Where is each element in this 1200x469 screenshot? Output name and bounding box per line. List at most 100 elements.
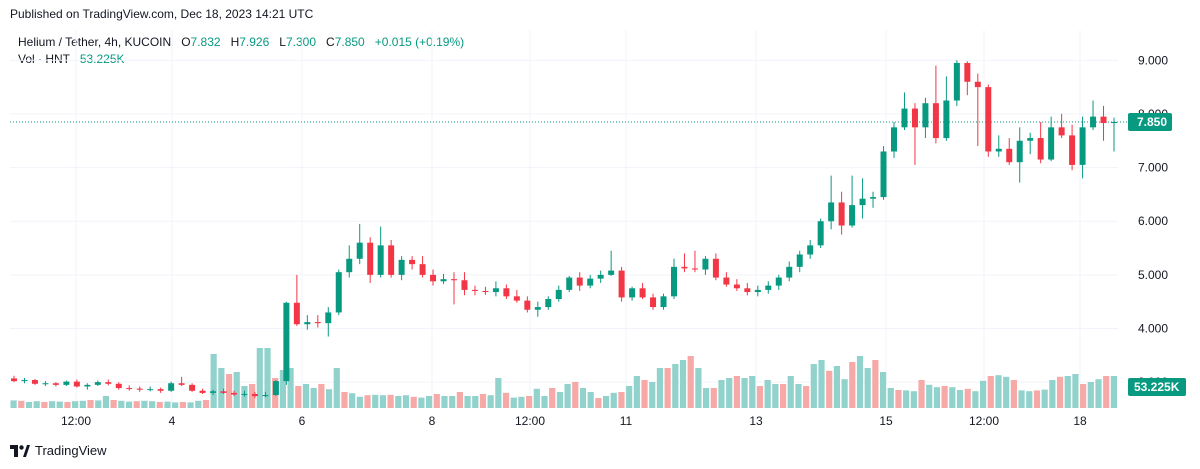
time-tick-label: 12:00 <box>969 414 999 428</box>
volume-bar <box>402 395 410 408</box>
candle <box>293 274 300 326</box>
tradingview-footer[interactable]: TradingView <box>10 443 107 458</box>
volume-bar <box>572 382 579 408</box>
candle-body <box>775 277 782 286</box>
low-value: 7.300 <box>285 35 317 49</box>
volume-bar <box>510 397 517 408</box>
candle-body <box>42 383 49 385</box>
volume-bar <box>579 388 587 408</box>
candle-body <box>964 62 971 82</box>
candle <box>754 285 761 297</box>
candle <box>325 307 332 337</box>
candle <box>524 296 531 313</box>
candle <box>901 92 908 131</box>
candle <box>73 379 80 388</box>
volume-bar <box>710 388 717 408</box>
candle <box>1048 116 1055 162</box>
candle <box>126 385 133 391</box>
candle-body <box>346 258 353 273</box>
volume-bar <box>164 401 171 408</box>
last-price-badge-text: 7.850 <box>1137 115 1167 129</box>
candle <box>262 391 269 398</box>
volume-bar <box>133 401 140 408</box>
candle-body <box>21 380 28 382</box>
volume-bar <box>426 396 433 408</box>
price-tick-label: 5.000 <box>1138 268 1168 282</box>
volume-bar <box>679 360 687 408</box>
candle <box>314 315 321 328</box>
published-caption: Published on TradingView.com, Dec 18, 20… <box>10 7 314 21</box>
candle <box>189 383 196 392</box>
candle <box>838 191 845 235</box>
candle <box>545 296 552 310</box>
volume-bar <box>1003 376 1010 408</box>
open-value: 7.832 <box>190 35 221 49</box>
volume-bar <box>810 364 817 408</box>
close-value: 7.850 <box>334 35 365 49</box>
candle-body <box>953 62 960 101</box>
volume-bar <box>372 394 379 408</box>
volume-bar <box>472 396 479 408</box>
candle-body <box>911 108 918 128</box>
volume-bar <box>156 402 163 408</box>
candle-body <box>251 393 258 397</box>
volume-bar <box>233 372 240 408</box>
candle <box>964 61 971 96</box>
volume-bar <box>687 356 694 408</box>
candle <box>283 301 290 385</box>
candle-body <box>513 296 520 301</box>
candle-body <box>419 264 426 275</box>
volume-bar <box>795 384 802 408</box>
candle-body <box>492 288 499 293</box>
volume-bar <box>118 400 125 408</box>
candle <box>828 175 835 230</box>
volume-bar <box>872 360 879 408</box>
candle <box>419 256 426 278</box>
candle-body <box>304 322 311 325</box>
candle <box>880 146 887 200</box>
candle-body <box>566 277 573 290</box>
candle <box>849 175 856 228</box>
volume-bar <box>695 368 702 408</box>
volume-bar <box>1095 379 1102 408</box>
volume-bar <box>772 384 779 408</box>
candle-body <box>796 254 803 267</box>
last-price-badge: 7.850 <box>1128 112 1172 131</box>
volume-bar <box>302 384 310 408</box>
volume-bar <box>587 392 594 408</box>
volume-bar <box>325 389 333 408</box>
candle-body <box>377 245 384 275</box>
volume-bar <box>349 393 356 408</box>
volume-bar <box>64 402 71 408</box>
candle-body <box>922 103 929 128</box>
candle <box>660 293 667 310</box>
candle-body <box>524 300 531 310</box>
candle-body <box>272 381 279 396</box>
candle-body <box>440 279 447 282</box>
candle <box>932 65 939 144</box>
candle-body <box>650 297 657 308</box>
candle-body <box>94 382 101 385</box>
volume-bar <box>141 400 148 408</box>
volume-bar <box>964 388 971 408</box>
candle <box>335 269 342 316</box>
candle <box>723 272 730 287</box>
volume-bar <box>926 384 933 408</box>
candle-body <box>702 258 709 270</box>
candle <box>31 378 38 385</box>
candle <box>115 382 122 390</box>
candle <box>911 103 918 165</box>
candle-body <box>283 302 290 382</box>
candle <box>346 245 353 278</box>
volume-bar <box>1103 376 1110 408</box>
candle <box>587 274 594 289</box>
volume-bar <box>864 368 871 408</box>
candle <box>744 282 751 296</box>
volume-bar <box>949 387 956 408</box>
candle-body <box>503 288 510 297</box>
volume-bar <box>549 388 556 408</box>
volume-bar <box>1087 382 1094 408</box>
candle <box>21 377 28 384</box>
